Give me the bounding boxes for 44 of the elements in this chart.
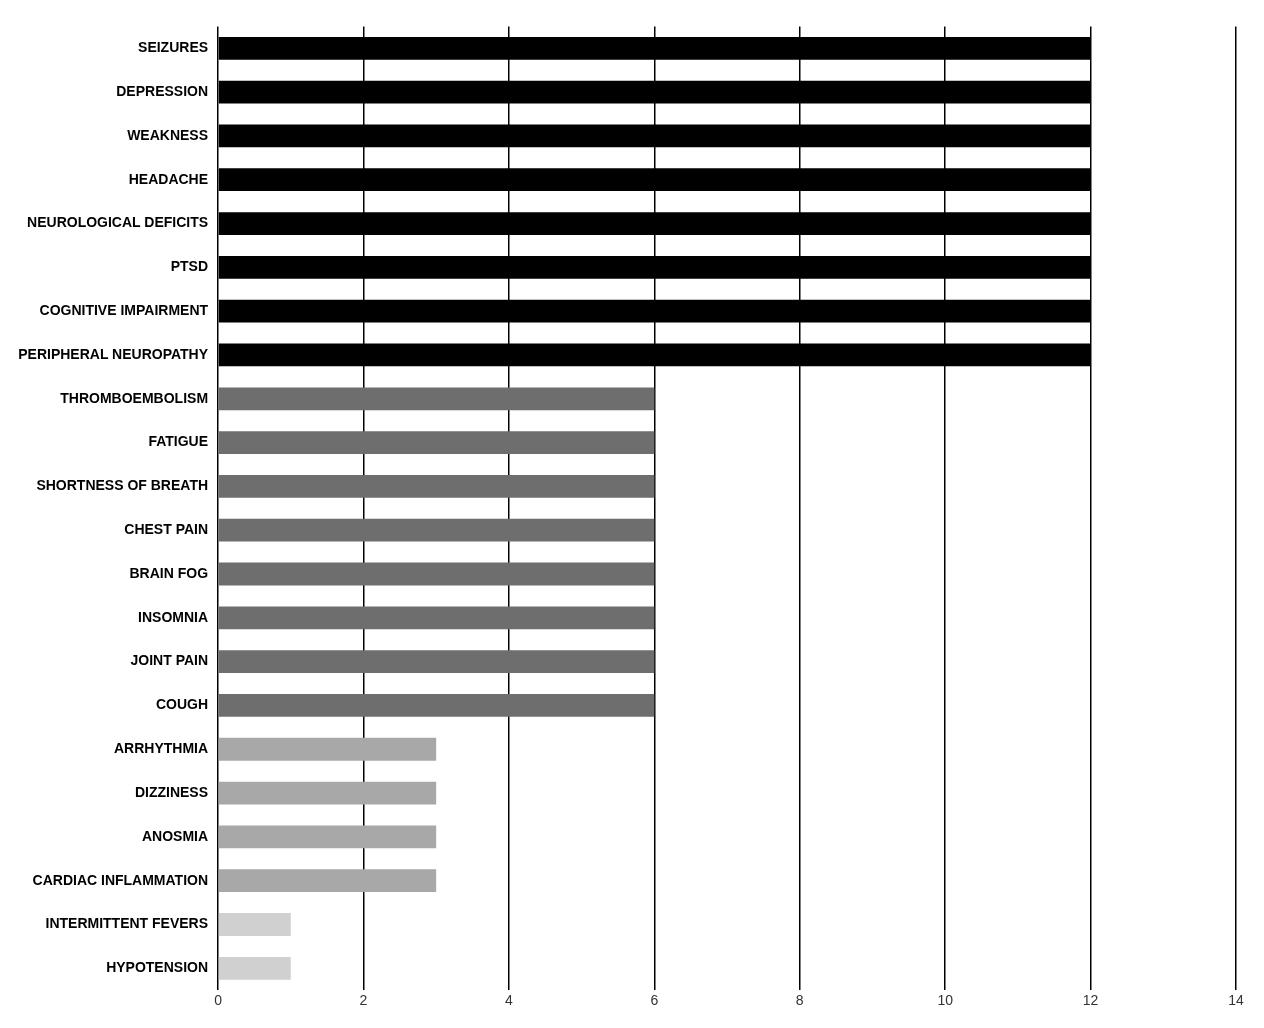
x-tick-label: 12 [1082, 992, 1099, 1009]
y-tick-label: CARDIAC INFLAMMATION [32, 871, 209, 888]
y-tick-label: WEAKNESS [127, 126, 209, 143]
y-tick-label: INTERMITTENT FEVERS [45, 915, 209, 932]
x-tick-label: 0 [214, 992, 223, 1009]
y-tick-label: BRAIN FOG [129, 564, 209, 581]
x-tick-label: 2 [359, 992, 368, 1009]
x-tick-label: 6 [650, 992, 659, 1009]
bar [218, 956, 291, 980]
y-tick-label: PTSD [170, 258, 209, 275]
y-tick-label: INSOMNIA [138, 608, 209, 625]
y-tick-label: HEADACHE [128, 170, 209, 187]
y-tick-label: DIZZINESS [134, 783, 209, 800]
x-tick-label: 8 [795, 992, 804, 1009]
bar [218, 606, 655, 630]
bar [218, 650, 655, 674]
bar [218, 737, 437, 761]
y-tick-label: DEPRESSION [116, 82, 209, 99]
bar [218, 869, 437, 893]
y-tick-label: SHORTNESS OF BREATH [36, 477, 209, 494]
bar [218, 387, 655, 411]
y-tick-label: SEIZURES [138, 39, 209, 56]
x-tick-label: 14 [1228, 992, 1244, 1009]
y-tick-label: COGNITIVE IMPAIRMENT [39, 302, 209, 319]
bar [218, 518, 655, 542]
y-tick-label: ARRHYTHMIA [113, 740, 209, 757]
y-tick-label: NEUROLOGICAL DEFICITS [27, 214, 209, 231]
bar [218, 781, 437, 805]
y-tick-label: FATIGUE [148, 433, 209, 450]
x-tick-label: 4 [505, 992, 513, 1009]
bar [218, 825, 437, 849]
bar [218, 431, 655, 454]
y-tick-label: CHEST PAIN [124, 521, 209, 538]
bar [218, 562, 655, 586]
y-tick-label: ANOSMIA [141, 827, 209, 844]
y-tick-label: THROMBOEMBOLISM [60, 389, 209, 406]
bar [218, 913, 291, 936]
x-tick-label: 10 [937, 992, 954, 1009]
bar [218, 475, 655, 498]
bar [218, 694, 655, 717]
y-tick-label: JOINT PAIN [130, 652, 209, 669]
y-tick-label: HYPOTENSION [106, 959, 209, 976]
y-tick-label: COUGH [155, 696, 209, 713]
y-tick-label: PERIPHERAL NEUROPATHY [18, 345, 209, 362]
